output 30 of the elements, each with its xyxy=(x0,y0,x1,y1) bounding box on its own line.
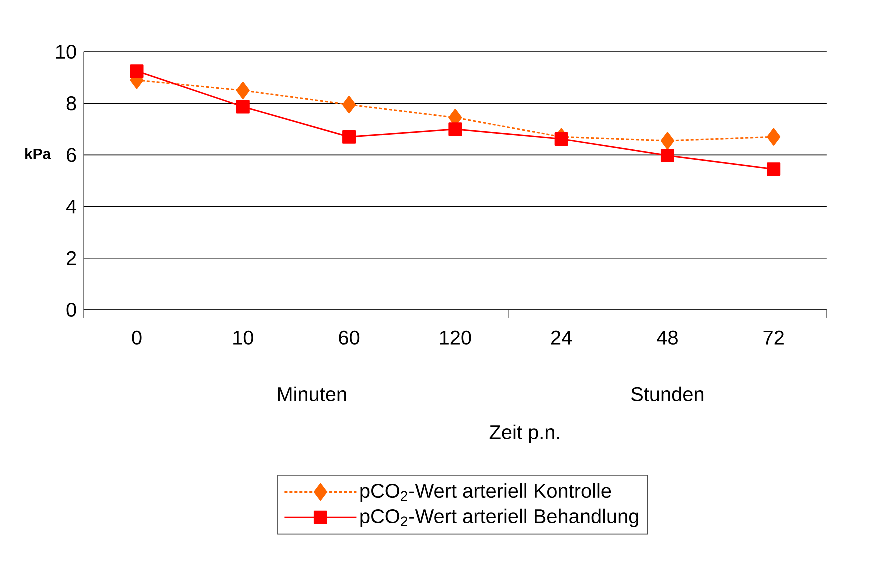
x-tick-label: 72 xyxy=(764,330,784,345)
text: Stunden xyxy=(632,386,704,402)
point xyxy=(130,64,144,78)
x-tick-label: 48 xyxy=(657,330,678,345)
point xyxy=(342,96,356,114)
x-tick-label: 10 xyxy=(234,330,254,345)
point xyxy=(767,128,781,146)
legend-label: pCO$_{2}$-Wert arteriell Behandlung xyxy=(360,508,638,528)
y-tick-label: 2 xyxy=(67,251,76,266)
legend-label: pCO$_{2}$-Wert arteriell Kontrolle xyxy=(360,484,612,502)
y-tick-label: 10 xyxy=(56,44,76,60)
point xyxy=(236,82,250,100)
point xyxy=(767,162,781,176)
y-tick-label: 6 xyxy=(67,148,76,162)
point xyxy=(448,122,462,136)
x-axis-title: Zeit p.n. xyxy=(490,424,560,444)
point xyxy=(660,132,674,150)
y-axis-title: kPa xyxy=(26,148,52,160)
point xyxy=(554,132,568,146)
x-tick-label: 0 xyxy=(132,330,142,345)
y-tick-label: 0 xyxy=(66,302,76,318)
x-tick-label: 120 xyxy=(440,330,472,345)
y-tick-label: 4 xyxy=(66,200,77,214)
point xyxy=(660,148,674,162)
text: Minuten xyxy=(278,386,346,402)
point xyxy=(236,100,250,114)
x-tick-label: 24 xyxy=(551,330,572,345)
x-tick-label: 60 xyxy=(339,330,360,345)
point xyxy=(342,130,356,144)
y-tick-label: 8 xyxy=(66,96,76,111)
